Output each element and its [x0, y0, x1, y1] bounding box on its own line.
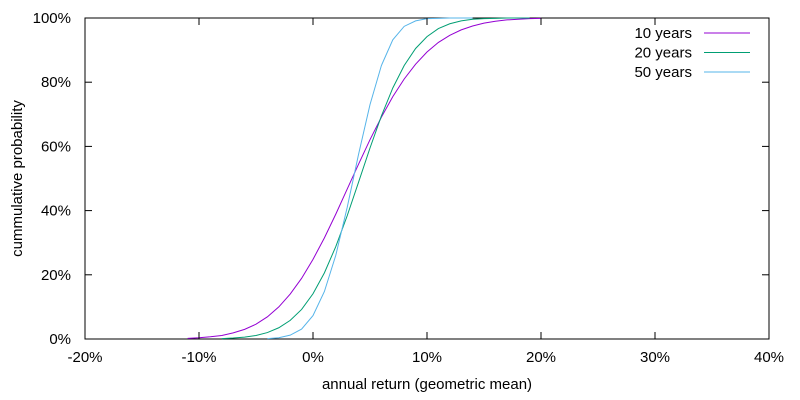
x-tick-label: 40%: [754, 349, 784, 366]
x-tick-label: -20%: [67, 349, 102, 366]
x-tick-label: 10%: [412, 349, 442, 366]
series-group: [187, 17, 542, 340]
x-axis-label: annual return (geometric mean): [322, 376, 532, 393]
legend-label: 50 years: [634, 64, 692, 81]
y-tick-label: 0%: [49, 331, 71, 348]
x-tick-label: 30%: [640, 349, 670, 366]
tick-group: -20% -10% 0% 10% 20% 30% 40% 0% 20% 40% 60% 80% 100%: [33, 10, 784, 366]
x-tick-label: 0%: [302, 349, 324, 366]
series-line-20-years: [221, 17, 530, 340]
x-tick-label: -10%: [181, 349, 216, 366]
legend-label: 20 years: [634, 45, 692, 62]
y-tick-label: 20%: [41, 267, 71, 284]
y-tick-label: 100%: [33, 10, 71, 27]
series-line-10-years: [187, 17, 542, 339]
series-line-50-years: [267, 17, 473, 340]
legend: 10 years 20 years 50 years: [634, 25, 750, 81]
legend-label: 10 years: [634, 25, 692, 42]
y-tick-label: 40%: [41, 203, 71, 220]
y-tick-label: 60%: [41, 138, 71, 155]
y-tick-label: 80%: [41, 74, 71, 91]
x-tick-label: 20%: [526, 349, 556, 366]
y-axis-label: cummulative probability: [9, 100, 26, 257]
